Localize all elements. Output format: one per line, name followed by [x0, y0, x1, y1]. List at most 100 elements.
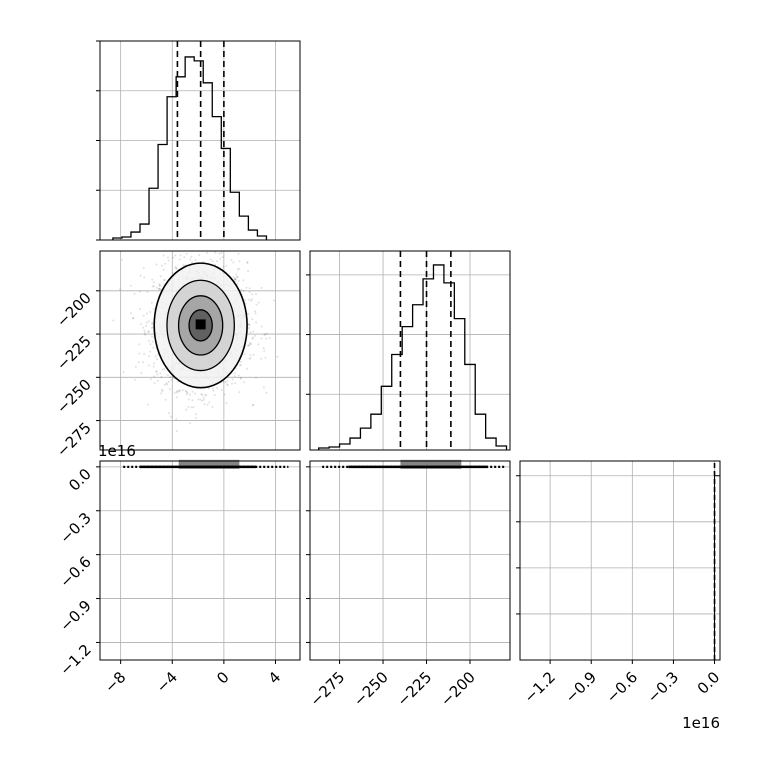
p10-scatter-point [236, 268, 239, 271]
p10-scatter-point [190, 222, 192, 224]
p10-scatter-point [245, 286, 248, 289]
p10-ytick-label-0: −275 [53, 419, 95, 461]
p10-scatter-point [173, 392, 176, 394]
p10-scatter-point [147, 320, 150, 323]
p10-scatter-point [245, 367, 248, 370]
p10-scatter-point [249, 356, 252, 359]
p22-offset-label: 1e16 [682, 714, 720, 732]
p10-scatter-point [235, 275, 238, 278]
p10-scatter-point [234, 278, 237, 281]
p10-scatter-point [159, 284, 162, 287]
p10-scatter-point [170, 379, 173, 382]
p10-scatter-point [139, 274, 142, 277]
p10-scatter-point [263, 334, 266, 337]
p10-scatter-point [234, 277, 237, 280]
p10-scatter-point [249, 343, 252, 346]
p10-scatter-point [240, 377, 242, 380]
p10-scatter-point [121, 258, 124, 261]
p10-scatter-point [172, 256, 175, 259]
p10-scatter-point [250, 299, 253, 302]
p10-scatter-point [251, 336, 254, 339]
p10-scatter-point [232, 261, 235, 264]
p10-peak-mark [195, 319, 206, 330]
p10-scatter-point [222, 265, 225, 268]
p10-scatter-point [157, 287, 160, 290]
p10-scatter-point [234, 381, 237, 384]
p10-scatter-point [247, 313, 250, 315]
p10-scatter-point [243, 381, 246, 384]
p10-frame [99, 250, 301, 451]
p10-scatter-point [167, 380, 170, 383]
p10-scatter-point [159, 275, 162, 278]
p10-scatter-point [112, 319, 115, 322]
p10-scatter-point [276, 355, 279, 358]
p10-scatter-point [207, 387, 210, 390]
p10-scatter-point [220, 251, 223, 254]
p10-scatter-point [175, 418, 178, 421]
p10-scatter-point [249, 331, 252, 334]
p10-scatter-point [175, 390, 178, 393]
p10-scatter-point [185, 247, 187, 249]
p10-scatter-point [191, 390, 194, 393]
p10-scatter-point [158, 287, 161, 290]
p10-scatter-point [199, 398, 202, 401]
p10-scatter-point [237, 252, 240, 255]
p22-xtick-label-2: −0.6 [603, 668, 641, 706]
p10-scatter-point [151, 278, 154, 281]
p10-scatter-point [163, 368, 166, 370]
p11-frame [309, 250, 511, 451]
p10-scatter-point [262, 386, 265, 389]
p10-scatter-point [185, 408, 188, 411]
p10-scatter-point [255, 376, 257, 379]
p10-scatter-point [204, 393, 207, 396]
p10-scatter-point [150, 326, 153, 329]
p10-scatter-point [150, 301, 153, 304]
p10-scatter-point [161, 368, 164, 371]
p10-scatter-point [138, 308, 141, 311]
p10-scatter-point [178, 258, 181, 261]
p10-scatter-point [248, 323, 251, 326]
p10-scatter-point [144, 333, 147, 336]
p00-histogram-step [112, 56, 268, 240]
p10-scatter-point [142, 361, 145, 364]
p10-scatter-point [260, 286, 263, 289]
p10-scatter-point [248, 298, 251, 301]
p10-scatter-point [207, 244, 209, 246]
p10-scatter-point [211, 260, 214, 263]
p10-scatter-point [162, 268, 165, 271]
p10-scatter-point [149, 311, 152, 313]
p10-scatter-point [251, 337, 254, 340]
p21-xtick-label-2: −225 [393, 668, 435, 710]
p10-scatter-point [168, 388, 171, 391]
p10-scatter-point [154, 213, 156, 215]
p10-scatter-point [214, 251, 217, 254]
p10-scatter-point [139, 323, 142, 326]
p10-scatter-point [189, 422, 191, 425]
p10-scatter-point [132, 317, 134, 320]
p10-scatter-point [133, 292, 136, 295]
p10-scatter-point [165, 247, 167, 249]
p10-scatter-point [138, 352, 141, 355]
p10-scatter-point [254, 312, 257, 315]
p10-scatter-point [254, 334, 257, 337]
p10-scatter-point [233, 277, 236, 280]
p10-scatter-point [176, 391, 179, 394]
p10-scatter-point [145, 321, 148, 324]
p10-scatter-point [224, 381, 227, 384]
p22-frame [519, 460, 721, 661]
p10-scatter-point [152, 365, 155, 368]
p10-scatter-point [250, 298, 253, 301]
p10-scatter-point [268, 337, 271, 340]
p22-xtick-label-3: −0.3 [644, 668, 682, 706]
p10-scatter-point [152, 285, 155, 288]
p10-scatter-point [273, 299, 275, 302]
p10-scatter-point [152, 281, 155, 284]
p10-scatter-point [171, 271, 174, 274]
p10-scatter-point [187, 405, 190, 408]
p10-scatter-point [186, 391, 189, 394]
p10-scatter-point [243, 353, 246, 356]
p10-scatter-point [264, 333, 267, 335]
p10-scatter-point [203, 398, 205, 401]
p10-scatter-point [162, 279, 165, 282]
